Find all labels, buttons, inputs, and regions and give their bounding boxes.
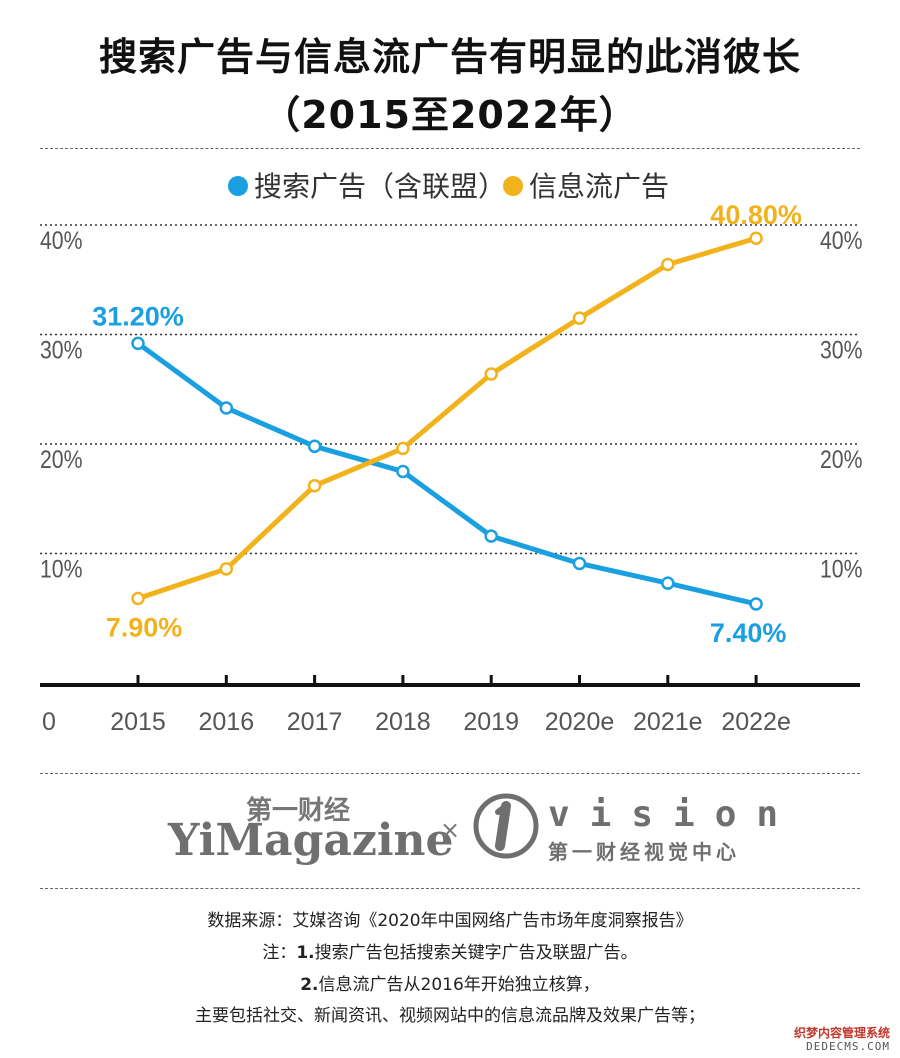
series-1-point-4 bbox=[484, 367, 498, 381]
brand-vision-cn: 第一财经视觉中心 bbox=[548, 840, 740, 864]
y-tick-right-4: 40% bbox=[820, 226, 863, 254]
data-label-0: 31.20% bbox=[92, 301, 184, 331]
top-divider bbox=[40, 148, 860, 149]
series-0-point-2 bbox=[307, 439, 322, 454]
x-tick-label-2: 2017 bbox=[287, 708, 343, 736]
middle-divider bbox=[40, 773, 860, 774]
vision-logo-icon bbox=[473, 793, 539, 859]
series-line-1 bbox=[137, 235, 757, 601]
series-0-point-1 bbox=[219, 401, 234, 415]
x-tick-label-0: 2015 bbox=[110, 708, 166, 736]
brand-cross: × bbox=[440, 816, 461, 844]
note-1: 注：1.搜索广告包括搜索关键字广告及联盟广告。 bbox=[0, 938, 900, 963]
x-axis: 2015 2016 2017 2018 2019 2020e 2021e 2022e bbox=[40, 675, 860, 736]
bottom-divider bbox=[40, 888, 860, 889]
y-tick-right-2: 20% bbox=[820, 445, 863, 473]
x-tick-label-6: 2021e bbox=[633, 708, 703, 736]
legend-marker-0 bbox=[228, 176, 248, 196]
series-0-point-0 bbox=[131, 336, 145, 351]
line-chart: 搜索广告（含联盟） 信息流广告 0 10% 10% 20% 20% 30% 30% 40% 40%… bbox=[40, 170, 863, 736]
y-tick-zero: 0 bbox=[42, 708, 56, 736]
data-label-2: 7.90% bbox=[106, 612, 183, 642]
legend-marker-1 bbox=[503, 176, 523, 196]
y-axis: 0 10% 10% 20% 20% 30% 30% 40% 40% bbox=[40, 226, 863, 736]
x-tick-label-7: 2022e bbox=[721, 708, 791, 736]
series-1-point-5 bbox=[572, 311, 587, 325]
series-1-point-6 bbox=[661, 257, 675, 272]
note-2: 2.信息流广告从2016年开始独立核算， bbox=[0, 970, 900, 995]
legend-label-1: 信息流广告 bbox=[529, 170, 669, 203]
legend: 搜索广告（含联盟） 信息流广告 bbox=[228, 170, 669, 203]
series-1-point-0 bbox=[131, 591, 145, 606]
y-tick-left-3: 30% bbox=[40, 336, 83, 364]
x-tick-label-1: 2016 bbox=[198, 708, 254, 736]
series-1-point-7 bbox=[749, 231, 763, 245]
y-tick-left-2: 20% bbox=[40, 445, 83, 473]
brand-cn: 第一财经 bbox=[246, 796, 351, 826]
chart-subtitle: （2015至2022年） bbox=[262, 93, 638, 137]
grid bbox=[40, 224, 860, 555]
x-tick-label-4: 2019 bbox=[463, 708, 519, 736]
brand-vision: vision bbox=[548, 794, 799, 835]
source-note: 数据来源：艾媒咨询《2020年中国网络广告市场年度洞察报告》 bbox=[207, 911, 693, 931]
y-tick-left-1: 10% bbox=[40, 555, 83, 583]
series-line-0 bbox=[136, 341, 757, 607]
data-label-3: 40.80% bbox=[710, 200, 802, 230]
data-label-1: 7.40% bbox=[710, 618, 787, 648]
y-tick-right-3: 30% bbox=[820, 336, 863, 364]
x-tick-label-3: 2018 bbox=[375, 708, 431, 736]
chart-title: 搜索广告与信息流广告有明显的此消彼长 bbox=[98, 35, 801, 79]
series-0-point-3 bbox=[396, 464, 410, 479]
series-1-point-3 bbox=[396, 441, 410, 456]
note-3: 主要包括社交、新闻资讯、视频网站中的信息流品牌及效果广告等； bbox=[195, 1006, 705, 1026]
y-tick-left-4: 40% bbox=[40, 226, 83, 254]
series-0-point-7 bbox=[749, 597, 763, 611]
series-1-point-1 bbox=[219, 562, 234, 576]
data-labels: 31.20% 7.40% 7.90% 40.80% bbox=[92, 200, 802, 648]
note-prefix: 注： bbox=[262, 943, 297, 963]
note-1-number: 1. bbox=[296, 943, 315, 963]
series-0-point-5 bbox=[572, 556, 587, 571]
series-group bbox=[131, 231, 763, 611]
x-tick-label-5: 2020e bbox=[545, 708, 615, 736]
watermark-en: DEDECMS.COM bbox=[806, 1040, 890, 1053]
series-0-point-4 bbox=[484, 529, 498, 543]
series-1-point-2 bbox=[307, 478, 322, 493]
brand-logo-yimagazine: YiMagazine bbox=[168, 815, 454, 866]
series-0-point-6 bbox=[661, 576, 675, 590]
note-1-text: 搜索广告包括搜索关键字广告及联盟广告。 bbox=[314, 943, 638, 963]
watermark-cn: 织梦内容管理系统 bbox=[793, 1026, 890, 1040]
note-2-number: 2. bbox=[300, 975, 319, 995]
legend-label-0: 搜索广告（含联盟） bbox=[254, 170, 506, 203]
y-tick-right-1: 10% bbox=[820, 555, 863, 583]
note-2-text: 信息流广告从2016年开始独立核算， bbox=[318, 975, 600, 995]
